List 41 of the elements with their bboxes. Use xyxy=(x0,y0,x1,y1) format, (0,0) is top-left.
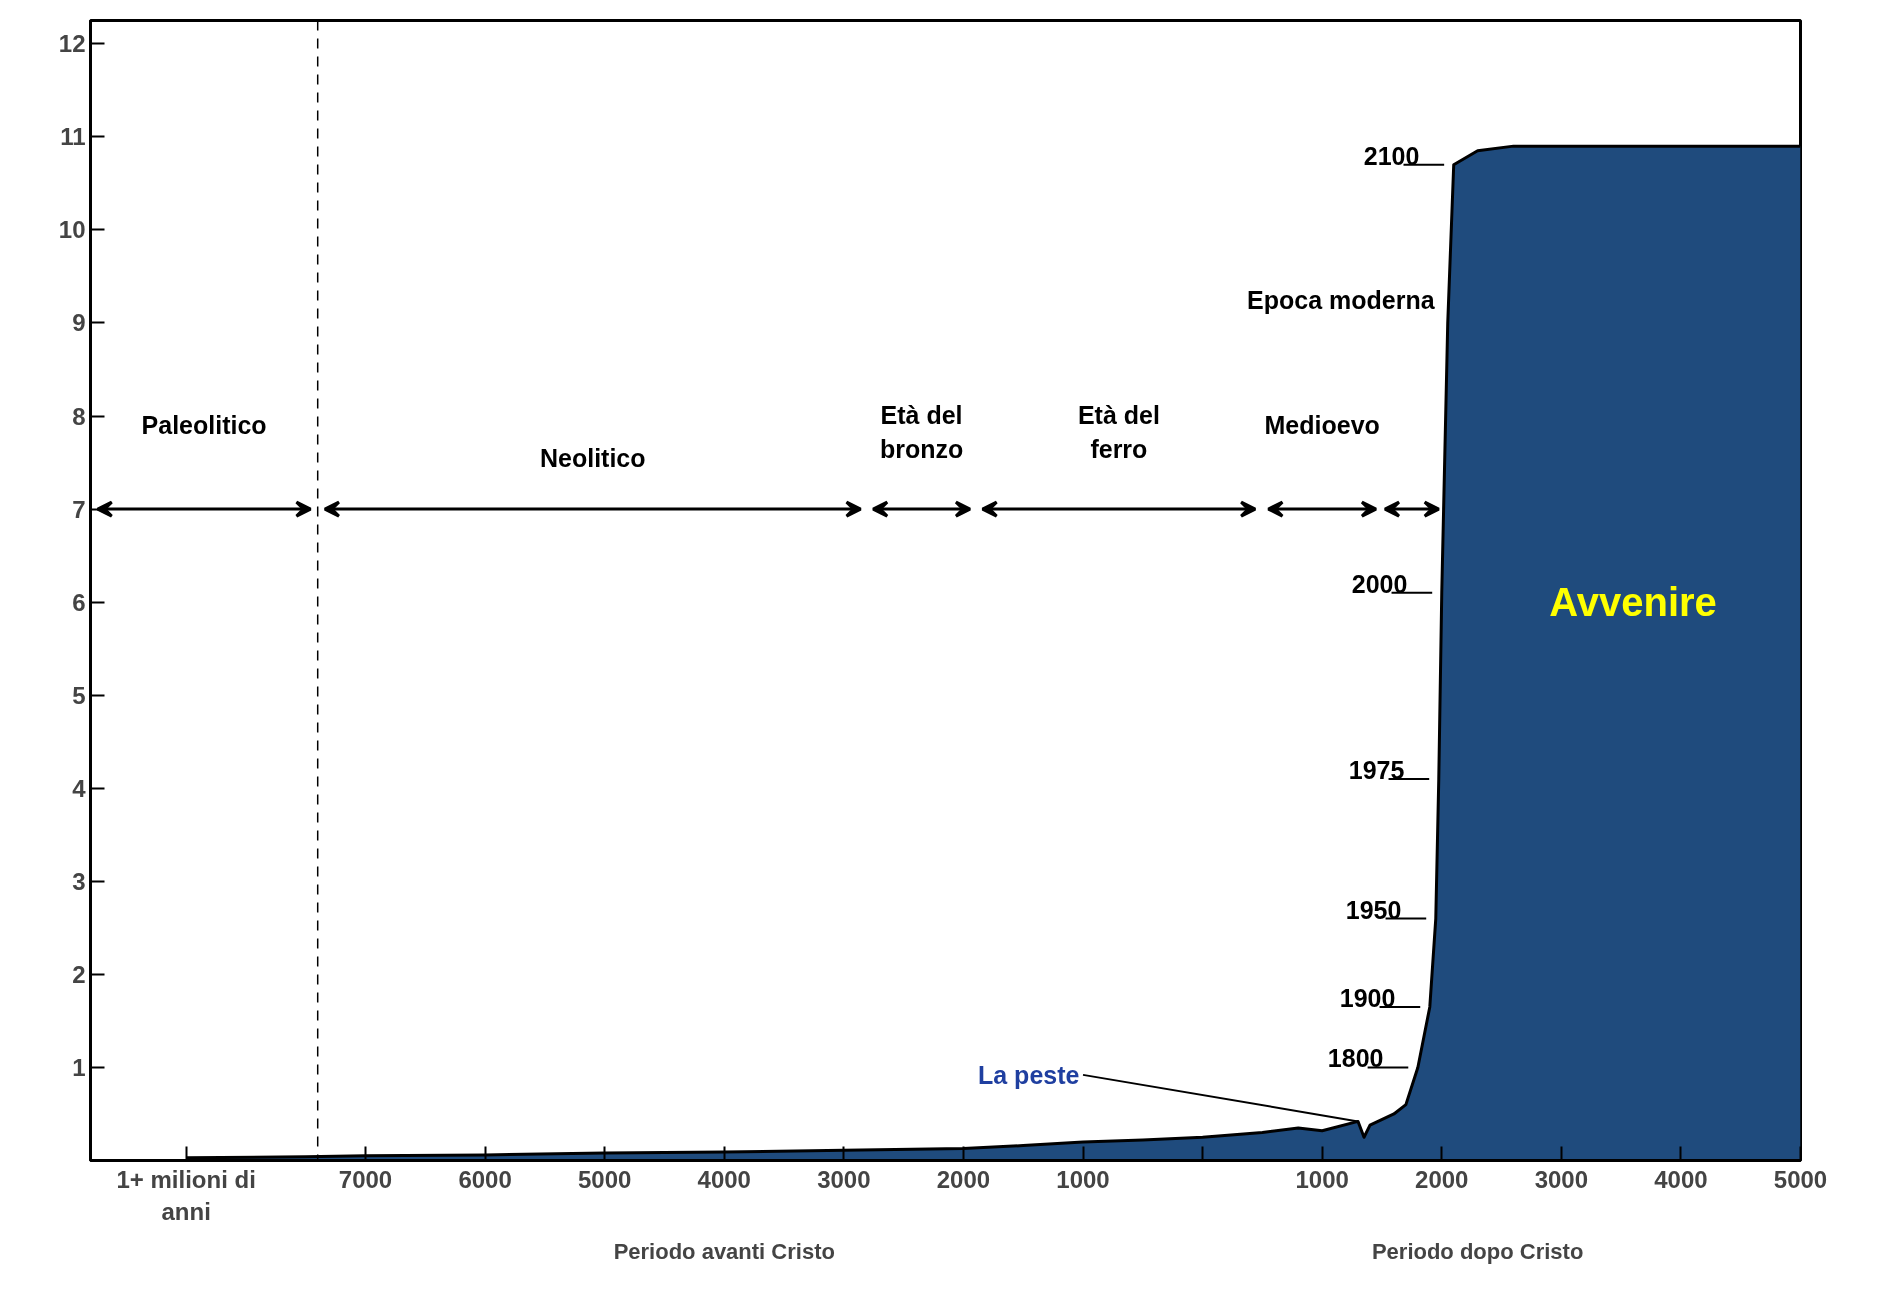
annotation: Medioevo xyxy=(1264,411,1380,440)
x-tick-label: 6000 xyxy=(458,1165,512,1193)
y-tick-label: 12 xyxy=(58,30,86,58)
y-tick-label: 4 xyxy=(72,774,87,802)
y-tick-label: 7 xyxy=(72,495,86,523)
text: Periodo dopo Cristo xyxy=(1371,1238,1584,1264)
x-tick-label: 1000 xyxy=(1056,1165,1110,1193)
annotation: Neolitico xyxy=(539,443,646,472)
y-tick-label: 8 xyxy=(72,402,86,430)
annotation: 1950 xyxy=(1345,895,1402,924)
annotation: Paleolitico xyxy=(141,411,267,440)
annotation: 1975 xyxy=(1348,755,1405,784)
y-tick-label: 11 xyxy=(60,123,86,151)
annotation: 2100 xyxy=(1363,141,1420,170)
y-tick-label: 1 xyxy=(72,1053,86,1081)
annotation: Età del bronzo xyxy=(879,400,964,463)
annotation: Avvenire xyxy=(1549,580,1717,625)
annotation: 2000 xyxy=(1351,569,1408,598)
x-tick-label: 4000 xyxy=(697,1165,751,1193)
x-tick-label: 2000 xyxy=(1415,1165,1469,1193)
y-tick-label: 2 xyxy=(72,960,86,988)
x-tick-label: 5000 xyxy=(578,1165,632,1193)
annotation: 1800 xyxy=(1327,1044,1384,1073)
y-tick-label: 9 xyxy=(72,309,86,337)
annotation: La peste xyxy=(978,1060,1080,1089)
x-tick-label: 3000 xyxy=(817,1165,871,1193)
x-tick-label: 2000 xyxy=(936,1165,991,1193)
x-tick-label: 4000 xyxy=(1654,1165,1708,1193)
annotation: Epoca moderna xyxy=(1247,285,1436,314)
x-tick-label: 1+ milioni di anni xyxy=(116,1165,256,1225)
annotation: Età del ferro xyxy=(1077,400,1160,463)
text: Periodo avanti Cristo xyxy=(613,1238,835,1264)
x-tick-label: 3000 xyxy=(1534,1165,1589,1193)
y-tick-label: 5 xyxy=(72,681,86,709)
y-tick-label: 6 xyxy=(72,588,86,616)
x-tick-label: 5000 xyxy=(1773,1165,1828,1193)
y-tick-label: 3 xyxy=(72,867,86,895)
x-tick-label: 1000 xyxy=(1295,1165,1349,1193)
x-tick-label: 7000 xyxy=(338,1165,393,1193)
annotation: 1900 xyxy=(1339,983,1396,1012)
y-tick-label: 10 xyxy=(58,216,86,244)
